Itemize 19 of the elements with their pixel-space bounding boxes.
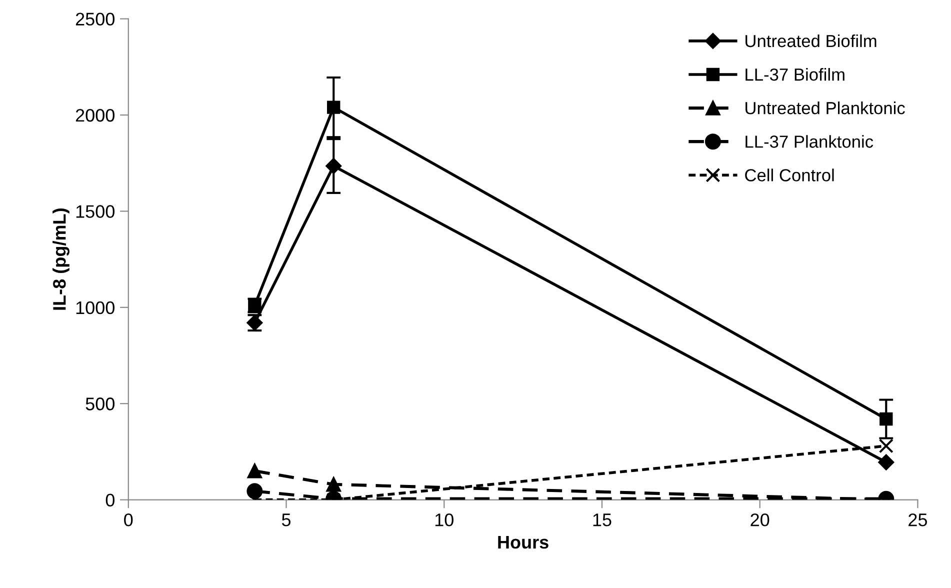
x-axis-title: Hours xyxy=(498,536,548,549)
y-tick-label: 1500 xyxy=(76,205,114,218)
legend-label: Untreated Planktonic xyxy=(746,102,905,114)
x-tick-label: 10 xyxy=(435,513,454,526)
x-tick-label: 0 xyxy=(124,513,133,526)
legend-label: Cell Control xyxy=(745,168,834,182)
legend-label: LL-37 Planktonic xyxy=(746,135,874,148)
legend-label: Untreated Biofilm xyxy=(746,34,876,48)
y-axis-title: IL-8 (pg/mL) xyxy=(52,208,70,310)
y-tick-label: 2000 xyxy=(76,108,114,122)
y-tick-label: 1000 xyxy=(76,301,114,314)
legend-label: LL-37 Biofilm xyxy=(746,68,844,81)
y-tick-label: 0 xyxy=(106,494,114,507)
y-tick-label: 2500 xyxy=(76,12,114,26)
x-tick-label: 20 xyxy=(750,513,770,526)
x-tick-label: 15 xyxy=(593,514,612,526)
x-tick-label: 25 xyxy=(908,513,927,526)
y-tick-label: 500 xyxy=(86,398,114,410)
x-tick-label: 5 xyxy=(282,514,291,526)
